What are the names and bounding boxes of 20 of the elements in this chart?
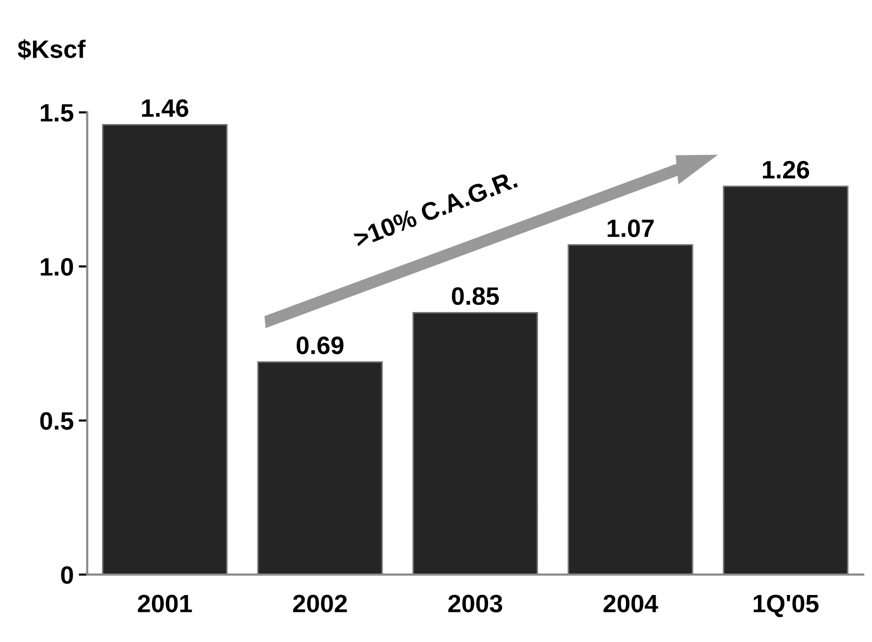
bar — [412, 312, 538, 575]
y-tick-label: 1.0 — [40, 258, 73, 276]
x-tick-label: 2003 — [448, 594, 502, 612]
x-tick-label: 1Q'05 — [754, 594, 819, 618]
data-label: 1.46 — [142, 99, 188, 117]
data-label: 1.07 — [608, 219, 654, 238]
data-label: 0.85 — [452, 287, 499, 305]
y-axis-title: $Kscf — [18, 39, 86, 60]
bar — [722, 186, 848, 575]
x-tick-label: 2004 — [604, 594, 658, 612]
y-tick-label: 0.5 — [40, 412, 74, 430]
x-tick-label: 2001 — [138, 594, 192, 612]
bar — [257, 361, 383, 575]
x-tick-label: 2002 — [293, 594, 347, 612]
data-label: 1.26 — [762, 160, 810, 179]
data-label: 0.69 — [296, 336, 344, 354]
y-tick-label: 1.5 — [40, 104, 74, 122]
y-tick-label: 0 — [61, 566, 73, 584]
bar — [568, 244, 694, 575]
bar — [102, 124, 228, 575]
